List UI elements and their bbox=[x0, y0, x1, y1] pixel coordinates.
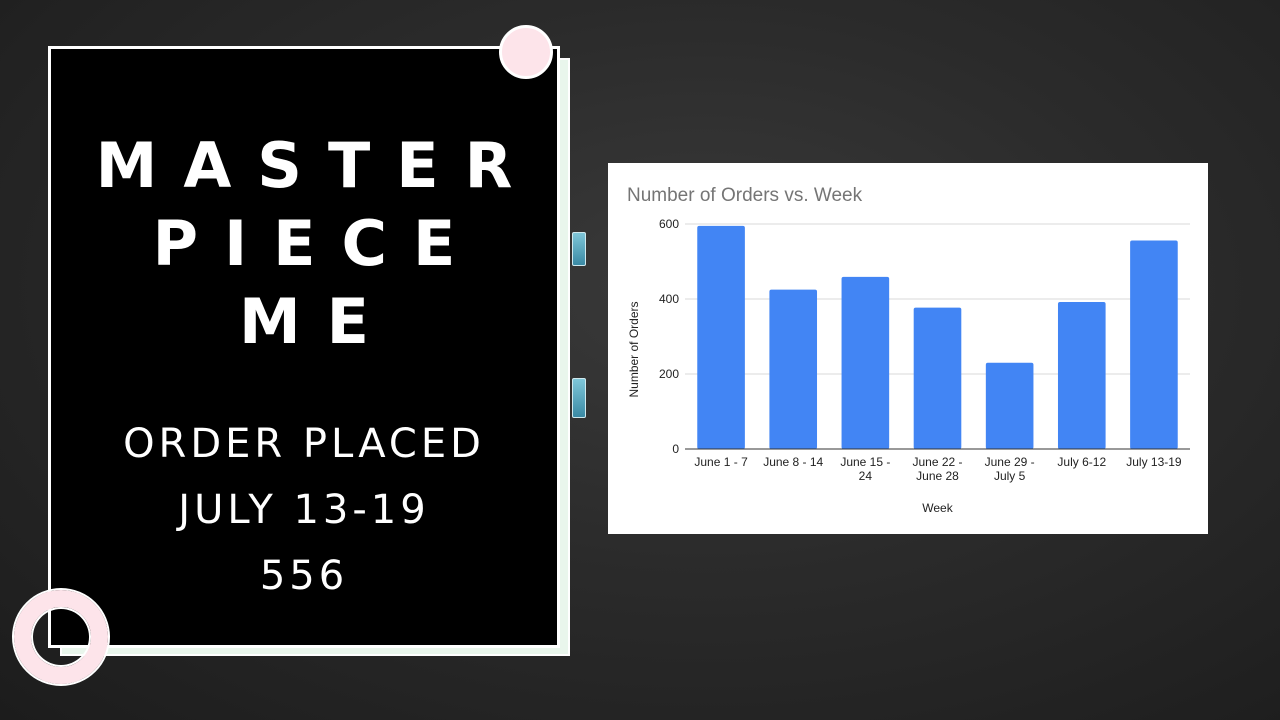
x-tick-label: June 28 bbox=[916, 469, 959, 483]
bar bbox=[913, 307, 962, 449]
bar bbox=[697, 225, 745, 449]
x-tick-label: July 5 bbox=[994, 469, 1026, 483]
y-tick-label: 0 bbox=[672, 442, 679, 456]
order-count: 556 bbox=[259, 553, 349, 599]
info-card: MASTER PIECE ME ORDER PLACED JULY 13-19 … bbox=[48, 46, 560, 648]
x-tick-label: June 8 - 14 bbox=[763, 455, 823, 469]
bar bbox=[841, 276, 890, 449]
x-tick-label: July 13-19 bbox=[1126, 455, 1182, 469]
brand-line: MASTER bbox=[95, 129, 539, 202]
decorative-dot bbox=[499, 25, 553, 79]
chart-title: Number of Orders vs. Week bbox=[627, 185, 863, 206]
bar-chart: Number of Orders vs. Week 0 200 400 600 June … bbox=[627, 185, 1190, 515]
y-tick-label: 400 bbox=[659, 292, 679, 306]
brand-line: ME bbox=[238, 285, 396, 358]
x-tick-label: June 29 - bbox=[985, 455, 1035, 469]
paper-clip-icon bbox=[572, 378, 586, 418]
bar bbox=[769, 289, 818, 449]
order-info: ORDER PLACED JULY 13-19 556 bbox=[51, 411, 557, 609]
x-tick-label: 24 bbox=[859, 469, 873, 483]
chart-panel: Number of Orders vs. Week 0 200 400 600 June … bbox=[608, 163, 1208, 534]
y-tick-label: 600 bbox=[659, 217, 679, 231]
x-axis-label: Week bbox=[922, 501, 953, 515]
y-tick-label: 200 bbox=[659, 367, 679, 381]
brand-line: PIECE bbox=[152, 207, 482, 280]
x-tick-label: July 6-12 bbox=[1057, 455, 1106, 469]
bar bbox=[985, 362, 1034, 449]
x-tick-label: June 15 - bbox=[840, 455, 890, 469]
paper-clip-icon bbox=[572, 232, 586, 266]
order-label: ORDER PLACED bbox=[123, 421, 485, 467]
y-axis-label: Number of Orders bbox=[627, 301, 641, 397]
bar bbox=[1130, 240, 1178, 449]
x-tick-label: June 22 - bbox=[912, 455, 962, 469]
x-tick-label: June 1 - 7 bbox=[694, 455, 748, 469]
order-week: JULY 13-19 bbox=[178, 487, 430, 533]
bar bbox=[1057, 302, 1106, 449]
decorative-ring bbox=[14, 590, 108, 684]
brand-title: MASTER PIECE ME bbox=[51, 127, 557, 361]
